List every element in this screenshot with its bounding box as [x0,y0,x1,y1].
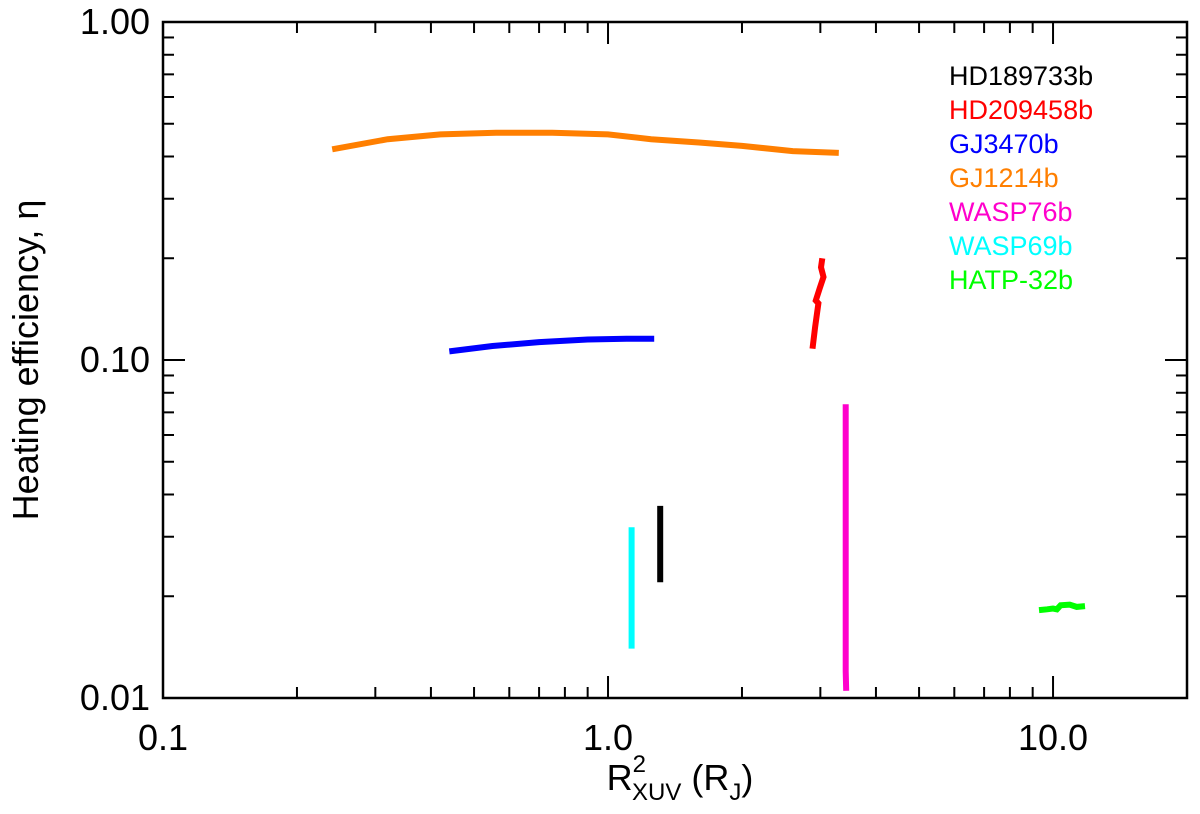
x-axis-title: R2 XUV (RJ) [607,751,754,806]
plot-frame [161,20,1189,700]
x-axis-title-sub: XUV [632,779,681,806]
y-tick-label-0: 0.01 [80,677,150,718]
y-tick-label-1: 0.10 [80,339,150,380]
y-axis-title: Heating efficiency, η [5,200,46,521]
y-tick-label-2: 1.00 [80,1,150,42]
x-axis-title-unit-sub: J [729,779,741,806]
legend-entry-wasp69b: WASP69b [949,231,1073,261]
x-axis-title-sup: 2 [633,751,646,778]
legend: HD189733b HD209458b GJ3470b GJ1214b WASP76b W… [949,61,1093,295]
x-axis-title-base: R [607,757,633,798]
series-line-wasp76b [842,404,850,691]
series-line-gj3470b [448,335,655,355]
x-axis-title-unit-open: (R [681,757,729,798]
series-line-hatp-32b [1038,601,1086,614]
legend-entry-hd189733b: HD189733b [949,61,1093,91]
x-tick-label-0: 0.1 [138,717,188,758]
legend-entry-gj1214b: GJ1214b [949,163,1059,193]
legend-entry-gj3470b: GJ3470b [949,129,1059,159]
x-tick-label-2: 10.0 [1018,717,1088,758]
series-line-hd209458b [809,257,827,350]
legend-entry-wasp76b: WASP76b [949,197,1073,227]
tick-labels: 0.1 1.0 10.0 0.01 0.10 1.00 [80,1,1088,758]
legend-entry-hd209458b: HD209458b [949,95,1093,125]
series-line-gj1214b [331,129,839,156]
x-tick-label-1: 1.0 [583,717,633,758]
x-axis-title-unit-close: ) [741,757,753,798]
series-group [331,129,1086,691]
legend-entry-hatp-32b: HATP-32b [949,265,1073,295]
